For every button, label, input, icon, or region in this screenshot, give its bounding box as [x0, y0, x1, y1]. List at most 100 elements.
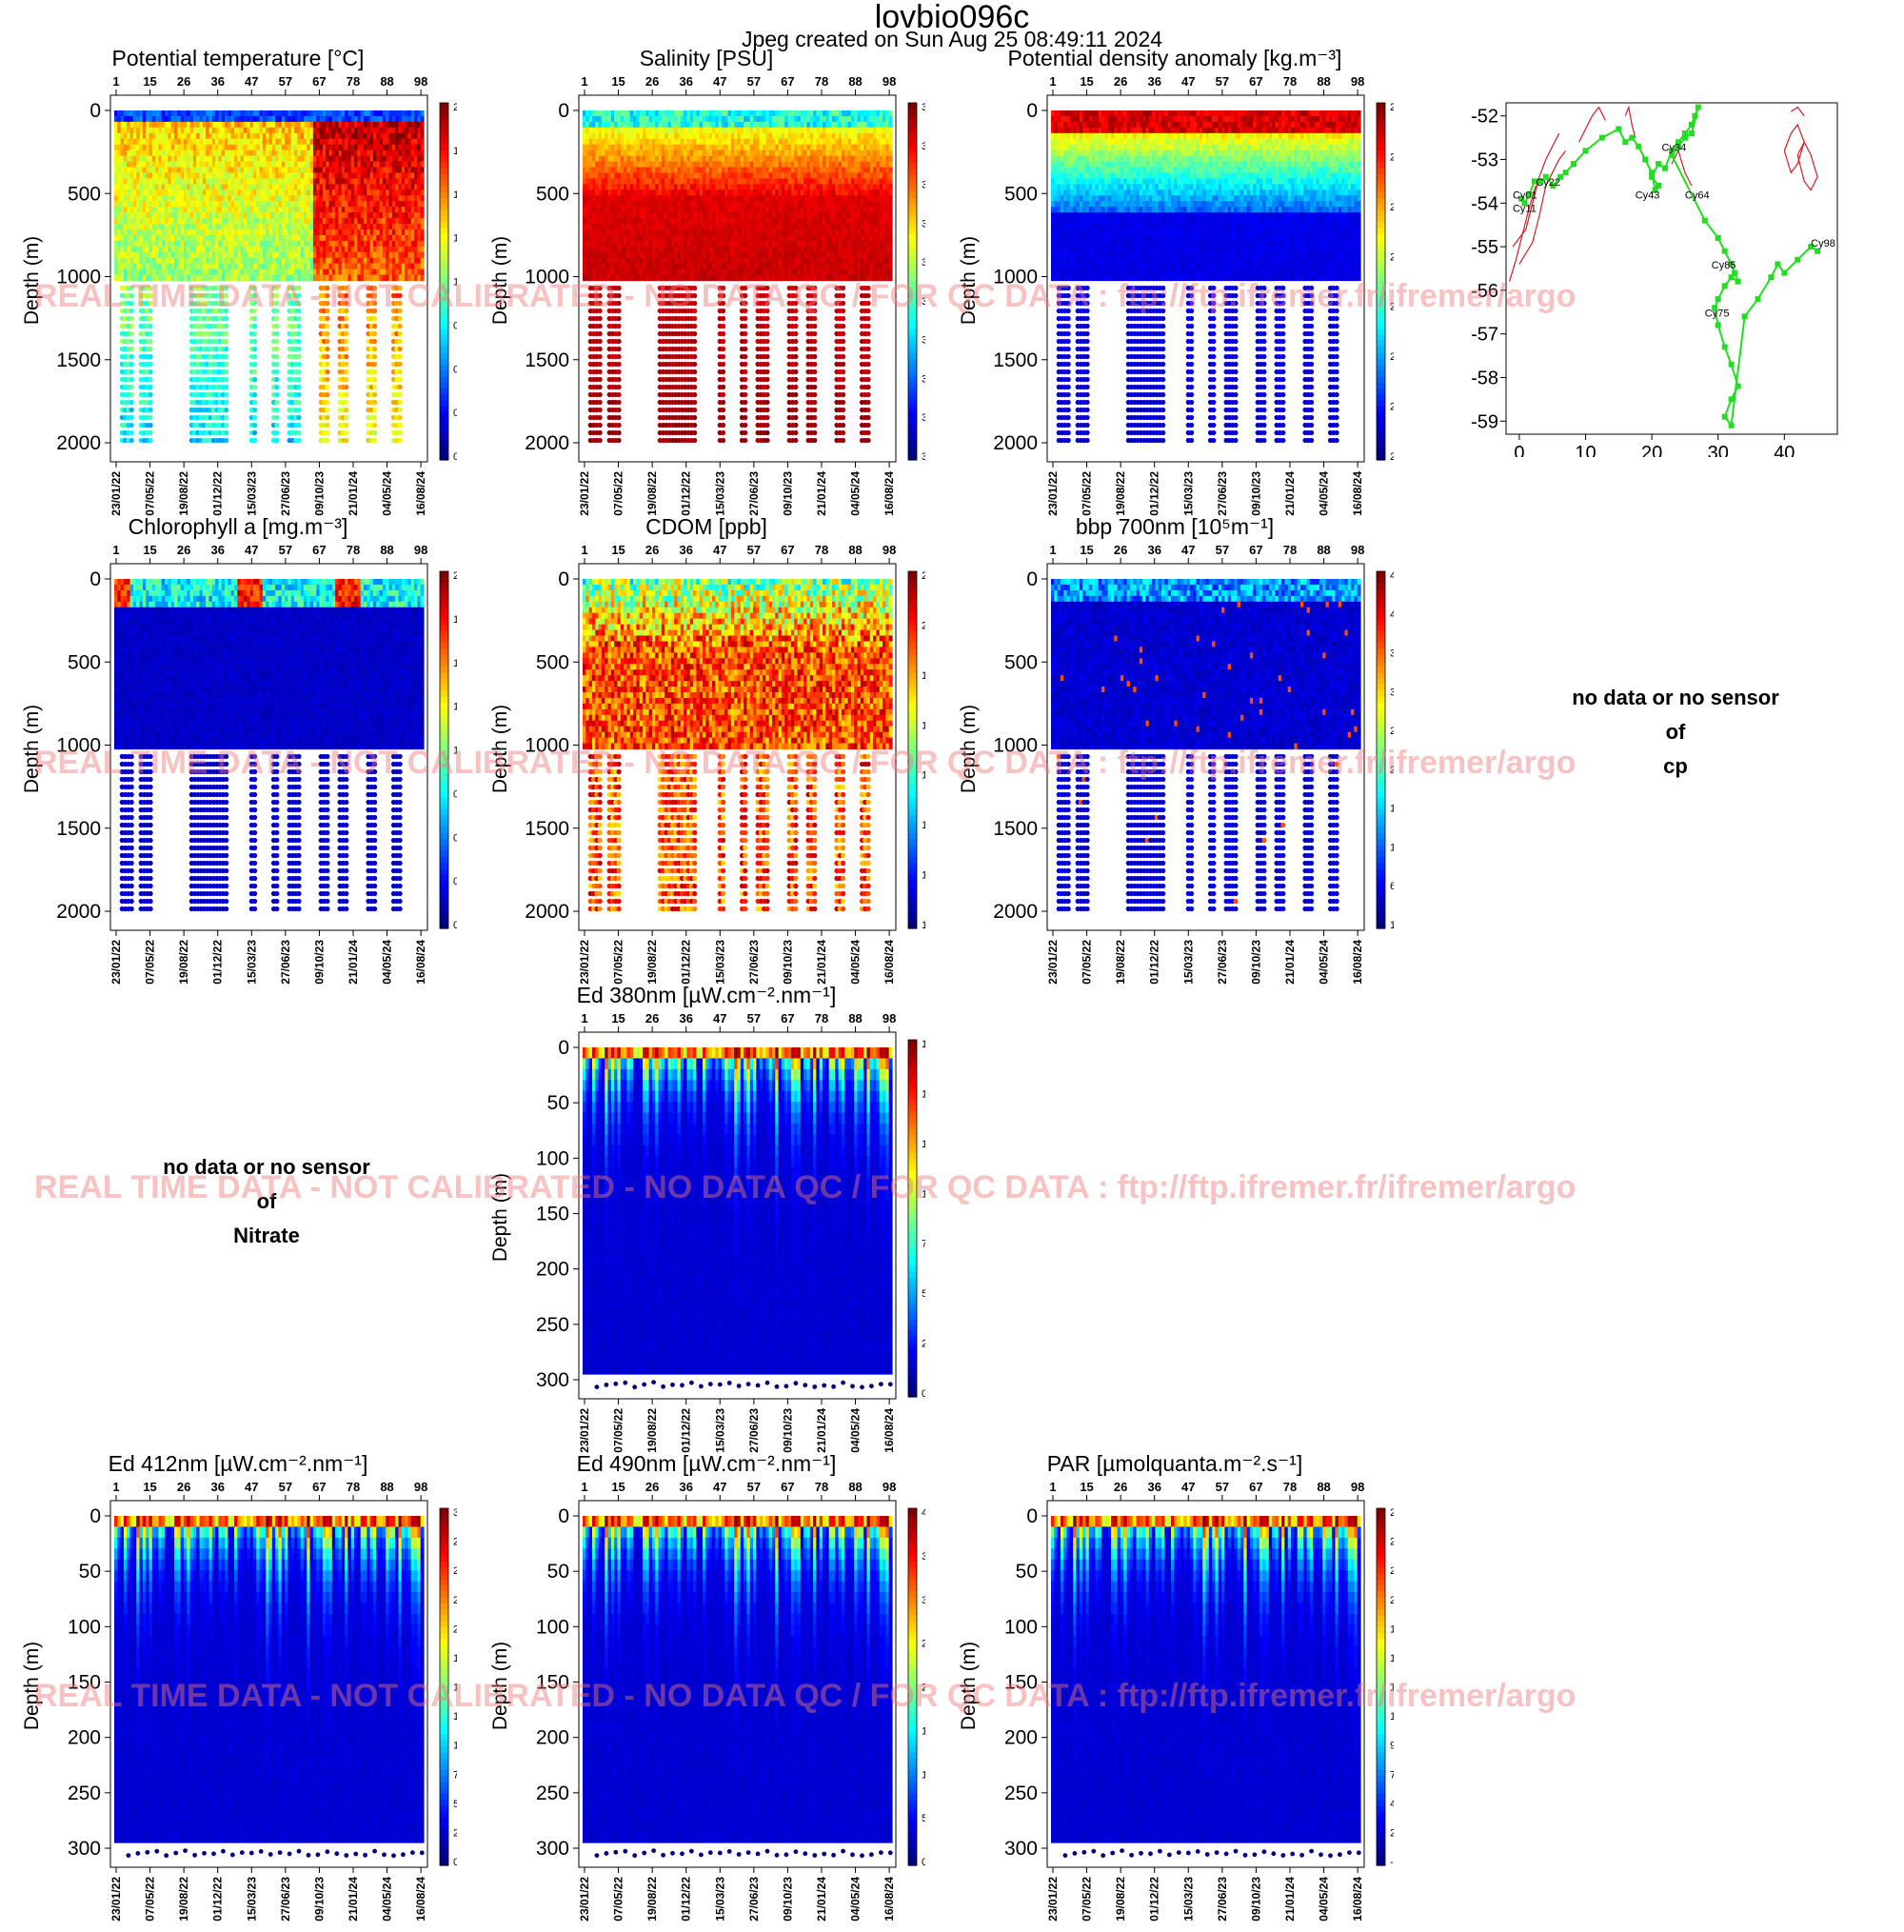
profile-point	[344, 331, 348, 336]
cycle-tick-label: 47	[245, 74, 258, 89]
profile-point	[149, 339, 153, 344]
profile-point	[224, 392, 228, 397]
colorbar-swatch	[440, 401, 448, 408]
profile-point	[296, 331, 301, 336]
profile-point	[372, 309, 377, 313]
profile-point	[398, 423, 403, 428]
profile-point	[398, 316, 403, 321]
y-tick-label: 1500	[56, 349, 101, 371]
profile-point	[224, 331, 228, 336]
profile-point	[224, 385, 228, 389]
heatmap-cell	[421, 241, 425, 248]
date-tick-label: 21/01/24	[347, 471, 360, 516]
profile-point	[344, 362, 348, 367]
heatmap-cell	[421, 218, 425, 225]
profile-point	[372, 339, 377, 344]
profile-point	[372, 423, 377, 428]
colorbar-swatch	[440, 448, 448, 455]
profile-point	[224, 309, 228, 313]
profile-point	[224, 301, 228, 306]
heatmap-cell	[421, 258, 425, 265]
profile-point	[274, 324, 279, 329]
profile-point	[344, 309, 348, 313]
colorbar-swatch	[440, 418, 448, 425]
profile-point	[344, 438, 348, 443]
colorbar-label: 0.35	[453, 408, 457, 419]
profile-point	[274, 430, 279, 435]
profile-point	[398, 362, 403, 367]
heatmap-cell	[421, 207, 425, 213]
colorbar-swatch	[440, 132, 448, 139]
cycle-tick-label: 98	[414, 74, 427, 89]
profile-point	[224, 362, 228, 367]
profile-point	[325, 324, 329, 329]
profile-point	[296, 362, 301, 367]
colorbar-swatch	[440, 430, 448, 437]
colorbar-swatch	[440, 174, 448, 181]
date-tick-label: 09/10/23	[312, 471, 326, 516]
profile-point	[149, 301, 153, 306]
heatmap-cell	[421, 122, 425, 129]
profile-point	[296, 423, 301, 428]
profile-points	[120, 286, 403, 443]
profile-point	[252, 362, 257, 367]
profile-point	[344, 339, 348, 344]
colorbar-swatch	[440, 370, 448, 377]
colorbar-swatch	[440, 335, 448, 342]
profile-point	[252, 309, 257, 313]
colorbar-swatch	[440, 436, 448, 443]
profile-point	[372, 316, 377, 321]
colorbar-swatch	[440, 293, 448, 300]
colorbar-swatch	[440, 353, 448, 360]
cycle-tick-label: 36	[679, 74, 692, 89]
profile-point	[274, 408, 279, 412]
profile-point	[129, 385, 134, 389]
profile-point	[325, 377, 329, 382]
profile-point	[224, 377, 228, 382]
heatmap-cell	[421, 139, 425, 146]
colorbar-swatch	[440, 109, 448, 115]
profile-point	[149, 377, 153, 382]
colorbar-swatch	[440, 204, 448, 210]
colorbar-swatch	[440, 228, 448, 234]
profile-point	[252, 316, 257, 321]
colorbar-swatch	[440, 407, 448, 413]
colorbar-label: 1.6	[453, 189, 457, 201]
profile-point	[252, 369, 257, 374]
colorbar-swatch	[440, 187, 448, 193]
profile-point	[372, 362, 377, 367]
profile-point	[344, 385, 348, 389]
colorbar-swatch	[440, 269, 448, 276]
y-tick-label: 500	[68, 183, 101, 205]
colorbar-swatch	[440, 329, 448, 336]
profile-point	[252, 286, 257, 290]
colorbar-swatch	[440, 169, 448, 175]
profile-point	[129, 354, 134, 359]
profile-point	[274, 385, 279, 389]
profile-point	[296, 354, 301, 359]
colorbar-swatch	[440, 359, 448, 366]
colorbar-swatch	[440, 216, 448, 223]
heatmap-cell	[421, 150, 425, 157]
heatmap-cell	[421, 162, 425, 169]
profile-point	[252, 377, 257, 382]
profile-point	[224, 324, 228, 329]
colorbar-swatch	[440, 139, 448, 146]
colorbar-label: 0.1	[453, 451, 457, 463]
profile-point	[274, 392, 279, 397]
profile-point	[325, 430, 329, 435]
profile-point	[398, 385, 403, 389]
profile-point	[372, 286, 377, 290]
profile-point	[398, 438, 403, 443]
profile-point	[149, 400, 153, 405]
profile-point	[252, 415, 257, 420]
colorbar-swatch	[440, 275, 448, 282]
cycle-tick-label: 57	[747, 74, 761, 89]
profile-point	[398, 293, 403, 298]
colorbar-label: 2.1	[453, 102, 457, 113]
profile-point	[296, 316, 301, 321]
profile-point	[252, 408, 257, 412]
profile-point	[372, 347, 377, 351]
colorbar-swatch	[440, 383, 448, 389]
